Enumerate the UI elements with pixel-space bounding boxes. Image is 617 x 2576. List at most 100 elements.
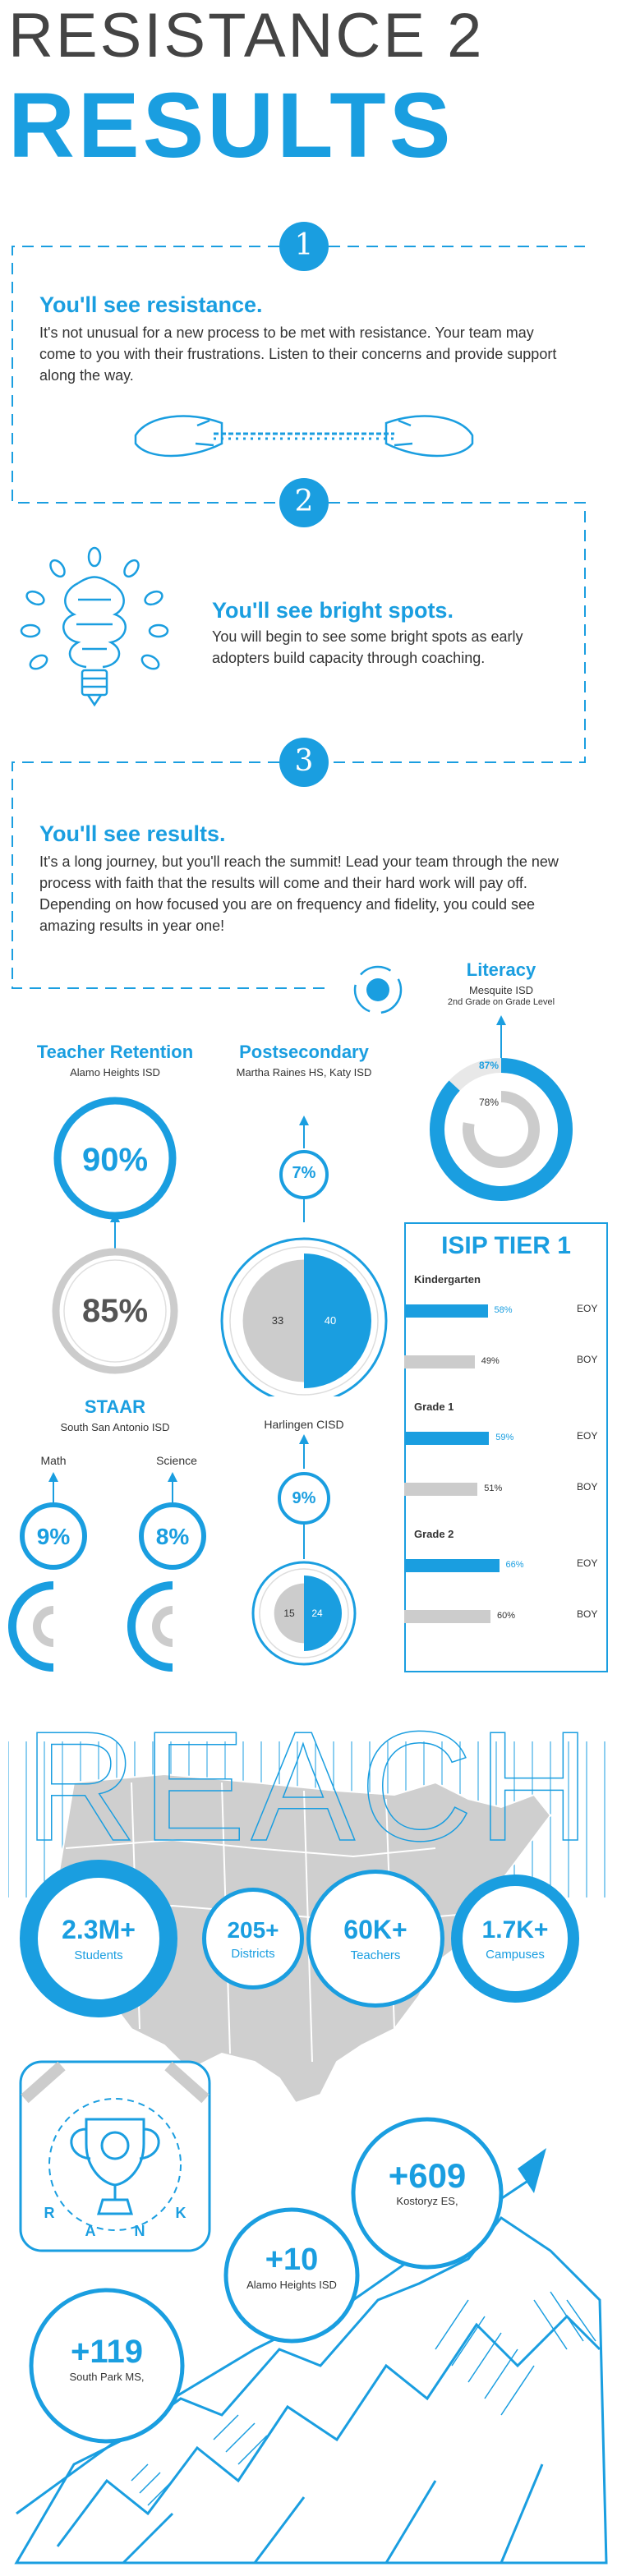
literacy-chart xyxy=(430,1015,573,1201)
steps-frame xyxy=(12,222,586,989)
reach-stat: 2.3M+ Students xyxy=(20,1860,177,2017)
literacy-level: 2nd Grade on Grade Level xyxy=(447,997,555,1007)
retention-title: Teacher Retention xyxy=(36,1042,194,1062)
step-3-title: You'll see results. xyxy=(39,821,226,846)
rank-item-value: +10 xyxy=(265,2242,319,2277)
rank-item-value: +119 xyxy=(71,2334,143,2370)
isip-bar-boy xyxy=(404,1610,490,1623)
postsecondary-increase-2: 9% xyxy=(292,1489,316,1507)
isip-eoy-tag: EOY xyxy=(577,1557,598,1569)
isip-group-label: Kindergarten xyxy=(414,1273,481,1286)
step-2-title: You'll see bright spots. xyxy=(212,598,454,623)
reach-stat-label: Campuses xyxy=(486,1947,545,1962)
rank-letter: R xyxy=(44,2205,55,2221)
isip-bar-boy-label: 60% xyxy=(497,1611,516,1621)
reach-stat: 60K+ Teachers xyxy=(306,1870,444,2008)
rank-item: +609 Kostoryz ES, xyxy=(353,2156,501,2208)
postsecondary-chart xyxy=(220,1116,388,1396)
isip-panel xyxy=(404,1222,608,1672)
retention-district: Alamo Heights ISD xyxy=(70,1066,160,1079)
isip-bar-boy xyxy=(404,1483,478,1496)
reach-stat: 1.7K+ Campuses xyxy=(451,1874,579,2003)
literacy-district: Mesquite ISD xyxy=(468,984,534,996)
reach-stat-value: 60K+ xyxy=(343,1915,407,1944)
step-1-circle xyxy=(279,222,329,271)
lightbulb-icon xyxy=(20,546,169,707)
step-1-number: 1 xyxy=(294,228,314,262)
postsecondary-right-label: 40 xyxy=(324,1314,337,1327)
reach-stat: 205+ Districts xyxy=(202,1888,304,1990)
reach-stat-value: 205+ xyxy=(227,1916,279,1943)
literacy-title: Literacy xyxy=(466,959,536,980)
step-3-circle xyxy=(279,738,329,787)
tug-of-war-icon xyxy=(134,415,474,458)
reach-stat-label: Districts xyxy=(231,1946,275,1961)
postsecondary-2-right-half xyxy=(304,1576,342,1651)
postsecondary-right-half xyxy=(304,1254,371,1388)
literacy-label-78: 78% xyxy=(479,1097,500,1108)
postsecondary-title: Postsecondary xyxy=(239,1042,369,1062)
isip-bar-eoy-label: 58% xyxy=(494,1305,513,1315)
postsecondary-left-half xyxy=(242,1259,304,1382)
step-1-title: You'll see resistance. xyxy=(39,292,263,317)
isip-eoy-tag: EOY xyxy=(577,1430,598,1442)
trophy-icon xyxy=(70,2118,160,2215)
postsecondary-2-left-label: 15 xyxy=(283,1608,295,1619)
step-2-number: 2 xyxy=(294,485,314,518)
postsecondary-second-school: Harlingen CISD xyxy=(264,1418,344,1431)
staar-math-label: Math xyxy=(40,1454,67,1467)
rank-item-label: Alamo Heights ISD xyxy=(246,2279,337,2291)
isip-boy-tag: BOY xyxy=(577,1481,598,1493)
staar-chart xyxy=(8,1472,206,1672)
step-1-body: It's not unusual for a new process to be… xyxy=(39,324,557,384)
isip-group-label: Grade 2 xyxy=(414,1528,454,1540)
reach-section: REACH xyxy=(8,1717,605,2104)
postsecondary-increase: 7% xyxy=(292,1164,316,1182)
isip-bar-boy-label: 51% xyxy=(484,1484,503,1493)
isip-bar-eoy-label: 66% xyxy=(505,1560,524,1570)
staar-district: South San Antonio ISD xyxy=(60,1421,170,1433)
isip-eoy-tag: EOY xyxy=(577,1303,598,1314)
rank-item: +119 South Park MS, xyxy=(33,2333,181,2383)
isip-bar-eoy xyxy=(404,1304,488,1318)
postsecondary-school: Martha Raines HS, Katy ISD xyxy=(236,1066,372,1079)
isip-boy-tag: BOY xyxy=(577,1354,598,1365)
step-3-body: It's a long journey, but you'll reach th… xyxy=(39,853,559,934)
reach-title: REACH xyxy=(24,1717,595,1874)
isip-bar-eoy-label: 59% xyxy=(495,1433,514,1442)
reach-stat-value: 1.7K+ xyxy=(481,1916,549,1944)
isip-chart: Kindergarten 58% EOY 49% BOY Grade 1 59% EOY 51%… xyxy=(404,1273,608,1668)
isip-bar-boy-label: 49% xyxy=(481,1356,500,1366)
header-line2: RESULTS xyxy=(8,74,454,177)
staar-title: STAAR xyxy=(84,1396,146,1417)
retention-before: 85% xyxy=(81,1293,149,1329)
postsecondary-2-right-label: 24 xyxy=(311,1608,323,1619)
isip-group-label: Grade 1 xyxy=(414,1401,454,1413)
step-2-body: You will begin to see some bright spots … xyxy=(212,628,523,666)
reach-stats: 2.3M+ Students 205+ Districts 60K+ Teachers 1.… xyxy=(0,1856,617,2037)
reach-stat-label: Students xyxy=(74,1948,123,1962)
rank-item-label: South Park MS, xyxy=(69,2371,145,2383)
staar-math-value: 9% xyxy=(36,1524,71,1549)
step-2-circle xyxy=(279,478,329,527)
rank-item-label: Kostoryz ES, xyxy=(396,2195,458,2207)
postsecondary-2-left-half xyxy=(274,1583,304,1644)
isip-boy-tag: BOY xyxy=(577,1608,598,1620)
rank-section: R A N K xyxy=(14,2060,608,2564)
reach-stat-label: Teachers xyxy=(350,1948,401,1962)
literacy-arc-78 xyxy=(463,1091,540,1168)
staar-science-label: Science xyxy=(156,1454,197,1467)
isip-bar-eoy xyxy=(404,1432,490,1445)
header-line1: RESISTANCE 2 xyxy=(8,1,485,71)
isip-title: ISIP TIER 1 xyxy=(441,1232,571,1259)
retention-circles xyxy=(52,1097,178,1374)
rank-item: +10 Alamo Heights ISD xyxy=(218,2241,366,2291)
rank-letter: N xyxy=(135,2223,145,2239)
rank-letter: A xyxy=(85,2223,96,2239)
rank-items: +119 South Park MS, +10 Alamo Heights ISD +6… xyxy=(0,2054,617,2571)
isip-bar-eoy xyxy=(404,1559,500,1572)
step-3-number: 3 xyxy=(294,744,314,778)
postsecondary-left-label: 33 xyxy=(271,1314,284,1327)
rank-item-value: +609 xyxy=(388,2156,467,2195)
